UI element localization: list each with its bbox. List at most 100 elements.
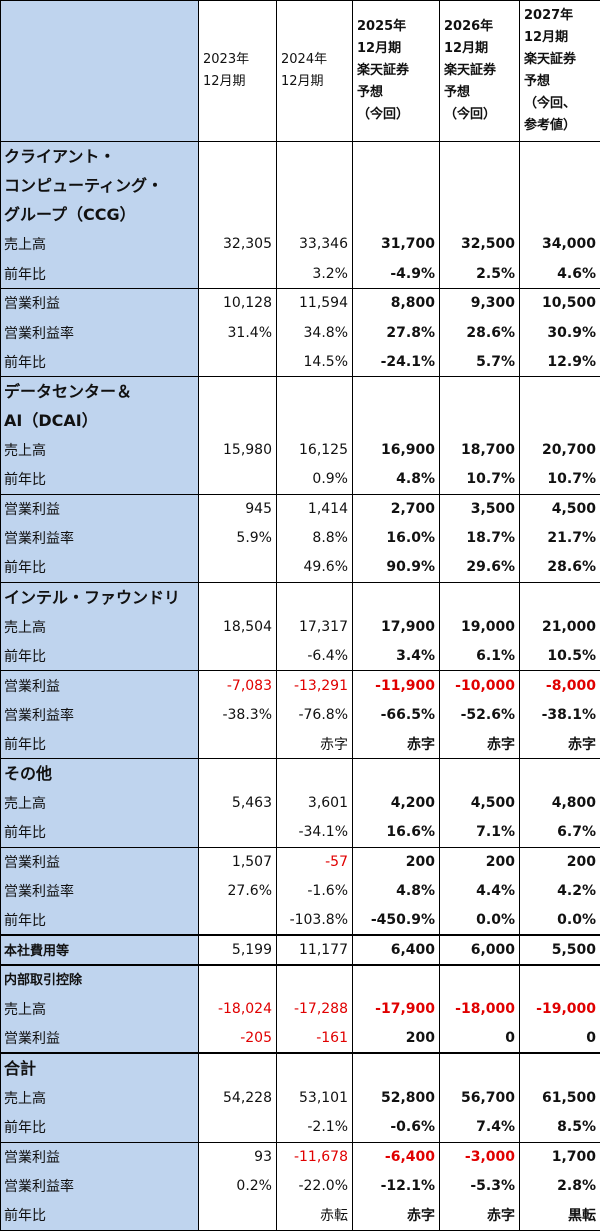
value-cell [199,729,277,758]
value-cell: 10,500 [520,288,600,317]
value-cell: -5.3% [440,1172,520,1201]
row-label: 営業利益 [1,671,199,700]
value-cell: -34.1% [277,818,353,847]
value-cell: 8,800 [353,288,440,317]
value-cell: 10,128 [199,288,277,317]
value-cell: 2.5% [440,259,520,288]
empty-cell [199,1053,277,1083]
value-cell: 6,000 [440,935,520,964]
value-cell: 19,000 [440,612,520,641]
row-label: 営業利益率 [1,700,199,729]
value-cell: 4.8% [353,877,440,906]
value-cell: 赤字 [440,729,520,758]
value-cell: 33,346 [277,230,353,259]
data-row: 前年比-34.1%16.6%7.1%6.7% [1,818,600,847]
value-cell: 2,700 [353,494,440,523]
value-cell: 14.5% [277,347,353,376]
data-row: 営業利益率-38.3%-76.8%-66.5%-52.6%-38.1% [1,700,600,729]
value-cell: 4.2% [520,877,600,906]
section-header-row: クライアント・コンピューティング・グループ（CCG） [1,142,600,230]
value-cell: 4.4% [440,877,520,906]
row-label: 本社費用等 [1,935,199,964]
value-cell: -0.6% [353,1113,440,1142]
value-cell: 5.7% [440,347,520,376]
value-cell: 34,000 [520,230,600,259]
row-label: 営業利益率 [1,1172,199,1201]
value-cell: -11,900 [353,671,440,700]
value-cell: 32,500 [440,230,520,259]
value-cell: 0.0% [520,906,600,935]
value-cell: 20,700 [520,435,600,464]
value-cell: 0 [440,1024,520,1053]
data-row: 前年比-103.8%-450.9%0.0%0.0% [1,906,600,935]
value-cell: -7,083 [199,671,277,700]
value-cell: 3,601 [277,788,353,817]
value-cell: 11,594 [277,288,353,317]
value-cell: 18,504 [199,612,277,641]
empty-cell [277,965,353,995]
value-cell: 54,228 [199,1083,277,1112]
value-cell: 8.8% [277,524,353,553]
empty-cell [440,759,520,789]
value-cell [199,259,277,288]
empty-cell [277,759,353,789]
section-header-row: その他 [1,759,600,789]
empty-cell [520,759,600,789]
empty-cell [520,582,600,612]
value-cell: -57 [277,847,353,876]
value-cell: 黒転 [520,1201,600,1230]
empty-cell [520,142,600,230]
value-cell: 27.6% [199,877,277,906]
section-header-row: データセンター＆AI（DCAI） [1,377,600,436]
value-cell: -1.6% [277,877,353,906]
value-cell: 18.7% [440,524,520,553]
value-cell: 200 [353,1024,440,1053]
value-cell [199,465,277,494]
value-cell: 18,700 [440,435,520,464]
value-cell: 7.4% [440,1113,520,1142]
value-cell: -10,000 [440,671,520,700]
row-label: 営業利益 [1,288,199,317]
value-cell: 31.4% [199,318,277,347]
value-cell: 49.6% [277,553,353,582]
empty-cell [440,965,520,995]
data-row: 前年比赤字赤字赤字赤字 [1,729,600,758]
value-cell: -8,000 [520,671,600,700]
row-label: 営業利益 [1,1024,199,1053]
value-cell: 28.6% [440,318,520,347]
value-cell: 30.9% [520,318,600,347]
value-cell: 61,500 [520,1083,600,1112]
data-row: 営業利益-7,083-13,291-11,900-10,000-8,000 [1,671,600,700]
value-cell: 10.5% [520,641,600,670]
value-cell: 赤字 [353,1201,440,1230]
empty-cell [440,142,520,230]
row-label: 前年比 [1,347,199,376]
value-cell: -18,000 [440,995,520,1024]
row-label: 前年比 [1,1201,199,1230]
empty-cell [440,1053,520,1083]
value-cell: 6.7% [520,818,600,847]
value-cell: 16,125 [277,435,353,464]
value-cell: 5,199 [199,935,277,964]
value-cell: 赤字 [277,729,353,758]
value-cell: 9,300 [440,288,520,317]
section-title: 合計 [1,1053,199,1083]
value-cell: 27.8% [353,318,440,347]
empty-cell [277,377,353,436]
value-cell: -52.6% [440,700,520,729]
section-title: データセンター＆AI（DCAI） [1,377,199,436]
value-cell: 5.9% [199,524,277,553]
value-cell: -24.1% [353,347,440,376]
empty-cell [199,582,277,612]
